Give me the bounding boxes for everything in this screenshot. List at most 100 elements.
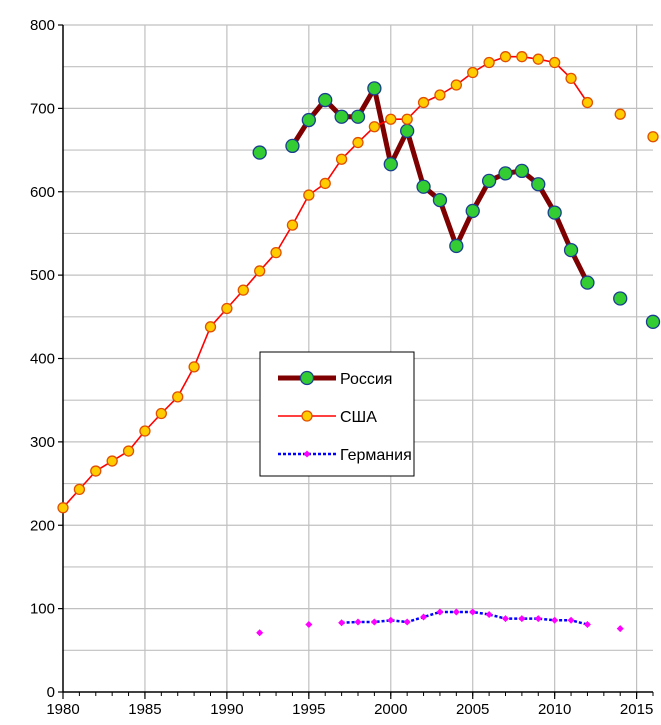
data-point (318, 92, 333, 108)
data-point (237, 284, 249, 296)
y-tick-label: 300 (30, 434, 55, 451)
data-point (465, 203, 480, 219)
x-tick-label: 1990 (210, 701, 243, 718)
data-point (469, 608, 477, 616)
data-point (532, 53, 544, 65)
data-point (204, 321, 217, 333)
data-point (613, 291, 628, 306)
data-point (647, 131, 659, 143)
data-point (549, 56, 561, 69)
data-point (122, 445, 135, 457)
y-tick-label: 700 (30, 100, 55, 117)
series-1 (252, 81, 661, 329)
legend-label: Россия (340, 371, 392, 388)
series-2 (57, 51, 659, 514)
data-point (614, 108, 626, 120)
data-point (352, 136, 364, 149)
y-tick-label: 200 (30, 517, 55, 534)
data-point (303, 189, 315, 201)
data-point (551, 616, 559, 624)
data-point (172, 391, 184, 403)
data-point (531, 177, 546, 192)
data-point (483, 56, 495, 69)
data-point (417, 96, 430, 109)
legend-label: Германия (340, 447, 412, 464)
y-tick-label: 600 (30, 184, 55, 201)
x-tick-label: 2000 (374, 701, 407, 718)
data-point (432, 192, 448, 208)
y-tick-label: 400 (30, 351, 55, 368)
data-point (436, 608, 444, 616)
data-point (449, 238, 464, 254)
axes: 0 100 200 300 400 500 600 700 800 1980 1985 1990 199… (30, 17, 654, 718)
data-point (450, 79, 462, 91)
data-point (416, 179, 431, 194)
y-tick-label: 0 (47, 684, 55, 701)
data-point (645, 314, 661, 329)
series-3 (256, 608, 624, 637)
data-point (252, 145, 267, 160)
data-point (256, 629, 264, 637)
legend-entry: США (278, 409, 377, 426)
data-point (286, 219, 299, 231)
data-point (335, 153, 348, 165)
data-point (139, 425, 151, 437)
data-point (518, 615, 526, 623)
x-tick-label: 2015 (620, 701, 653, 718)
data-point (434, 89, 446, 101)
y-tick-label: 500 (30, 267, 55, 284)
legend: Россия США Германия (259, 351, 415, 477)
legend-entry: Германия (278, 447, 412, 464)
data-point (57, 502, 69, 514)
series-layer (57, 51, 661, 637)
data-point (155, 407, 167, 420)
legend-entry: Россия (278, 370, 392, 388)
data-point (401, 113, 413, 125)
data-point (106, 455, 118, 467)
data-point (567, 616, 575, 624)
data-point (583, 620, 591, 628)
data-point (481, 173, 497, 189)
data-point (452, 608, 460, 616)
data-point (502, 615, 509, 623)
data-point (254, 265, 266, 277)
data-point (270, 246, 282, 259)
x-tick-label: 2010 (538, 701, 571, 718)
data-point (301, 112, 316, 128)
legend-label: США (340, 409, 377, 426)
data-point (467, 66, 479, 79)
y-tick-label: 800 (30, 17, 55, 34)
data-point (547, 205, 562, 220)
data-point (485, 610, 493, 618)
data-point (580, 275, 595, 290)
data-point (499, 51, 512, 63)
legend-marker (303, 450, 311, 458)
data-point (319, 177, 331, 190)
data-point (516, 51, 528, 63)
x-tick-label: 2005 (456, 701, 489, 718)
data-point (334, 109, 349, 124)
data-point (285, 138, 300, 154)
data-point (498, 166, 513, 181)
data-point (400, 123, 415, 139)
x-tick-label: 1995 (292, 701, 325, 718)
data-point (387, 616, 395, 624)
legend-marker (299, 370, 315, 386)
data-point (534, 615, 542, 623)
data-point (403, 618, 411, 626)
data-point (90, 465, 102, 477)
y-tick-label: 100 (30, 601, 55, 618)
data-point (420, 613, 428, 621)
x-tick-label: 1980 (46, 701, 79, 718)
data-point (350, 109, 366, 124)
data-point (370, 618, 378, 626)
data-point (383, 157, 398, 172)
data-point (338, 619, 346, 627)
legend-marker (301, 410, 313, 422)
x-tick-label: 1985 (128, 701, 161, 718)
data-point (565, 72, 577, 85)
data-point (385, 113, 397, 125)
data-point (581, 96, 594, 109)
data-point (367, 81, 382, 96)
